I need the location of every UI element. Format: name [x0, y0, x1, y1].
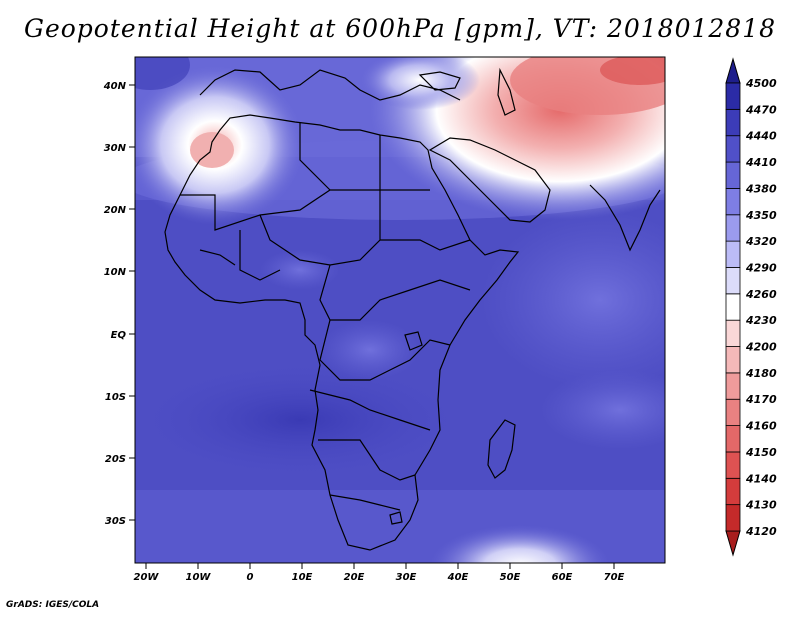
colorbar-arrow-low [725, 530, 741, 557]
lon-axis: 20W 10W 0 10E 20E 30E 40E 50E 60E 70E [134, 563, 625, 583]
colorbar-box [725, 346, 741, 374]
colorbar-label: 4380 [745, 182, 777, 195]
border-8 [329, 494, 401, 511]
colorbar-label: 4200 [745, 341, 777, 354]
india-coast [589, 184, 661, 252]
colorbar-box [725, 372, 741, 400]
africa-coastline [164, 114, 520, 551]
colorbar: 4120 4130 4140 4150 4160 4170 4180 4200 4230 4260… [725, 57, 777, 557]
coastlines [164, 67, 661, 551]
lon-label-70e: 70E [604, 572, 625, 583]
colorbar-box [725, 240, 741, 268]
colorbar-label: 4410 [745, 156, 777, 169]
lat-label-10s: 10S [105, 392, 126, 403]
colorbar-label: 4180 [745, 367, 777, 380]
colorbar-label: 4500 [745, 77, 777, 90]
colorbar-box [725, 108, 741, 137]
colorbar-box [725, 135, 741, 163]
lon-label-0: 0 [247, 572, 254, 583]
colorbar-label: 4130 [745, 499, 777, 512]
lon-label-10w: 10W [186, 572, 212, 583]
caspian [497, 67, 516, 116]
height-field [135, 57, 665, 563]
colorbar-arrow-high [725, 57, 741, 84]
lat-label-10n: 10N [104, 267, 127, 278]
border-4 [380, 239, 471, 251]
colorbar-box [725, 504, 741, 532]
colorbar-box [725, 319, 741, 347]
grads-credit: GrADS: IGES/COLA [6, 600, 100, 610]
colorbar-box [725, 451, 741, 479]
lesotho [389, 511, 403, 525]
colorbar-box [725, 82, 741, 110]
colorbar-box [725, 293, 741, 321]
colorbar-box [725, 214, 741, 242]
colorbar-label: 4260 [745, 288, 777, 301]
colorbar-label: 4470 [745, 103, 777, 116]
lat-label-20n: 20N [104, 205, 127, 216]
lake-victoria [404, 331, 423, 351]
lat-label-40n: 40N [103, 81, 127, 92]
border-1 [180, 189, 430, 231]
border-6 [309, 389, 431, 431]
madagascar-outline [487, 419, 516, 479]
colorbar-label: 4320 [745, 235, 777, 248]
border-7 [318, 439, 416, 481]
lon-label-20w: 20W [134, 572, 160, 583]
lon-label-30e: 30E [396, 572, 417, 583]
border-5 [319, 319, 451, 381]
black-sea [418, 71, 461, 91]
map-title: Geopotential Height at 600hPa [gpm], VT:… [23, 14, 777, 43]
colorbar-box [725, 161, 741, 189]
colorbar-box [725, 425, 741, 453]
colorbar-box [725, 477, 741, 506]
europe-coast [199, 69, 461, 101]
lon-label-40e: 40E [447, 572, 469, 583]
lat-label-30n: 30N [104, 143, 127, 154]
colorbar-box [725, 188, 741, 216]
colorbar-label: 4170 [745, 393, 777, 406]
border-10 [299, 122, 331, 191]
map-frame [134, 56, 666, 564]
colorbar-label: 4120 [745, 525, 777, 538]
colorbar-box [725, 267, 741, 295]
lon-label-50e: 50E [500, 572, 521, 583]
lat-label-20s: 20S [105, 454, 126, 465]
border-11 [239, 230, 281, 281]
colorbar-label: 4350 [745, 209, 777, 222]
lat-label-30s: 30S [105, 516, 126, 527]
colorbar-label: 4290 [745, 261, 777, 274]
border-3 [319, 264, 471, 321]
border-12 [199, 249, 236, 266]
lon-label-10e: 10E [292, 572, 313, 583]
colorbar-label: 4150 [745, 446, 777, 459]
colorbar-label: 4140 [745, 472, 777, 485]
colorbar-label: 4160 [745, 420, 777, 433]
arabia-outline [428, 137, 551, 223]
colorbar-label: 4230 [745, 314, 777, 327]
colorbar-label: 4440 [745, 130, 777, 143]
lon-label-20e: 20E [344, 572, 365, 583]
colorbar-box [725, 398, 741, 426]
lat-label-eq: EQ [111, 330, 127, 341]
lon-label-60e: 60E [552, 572, 573, 583]
lat-axis: 40N 30N 20N 10N EQ 10S 20S 30S [103, 81, 135, 527]
